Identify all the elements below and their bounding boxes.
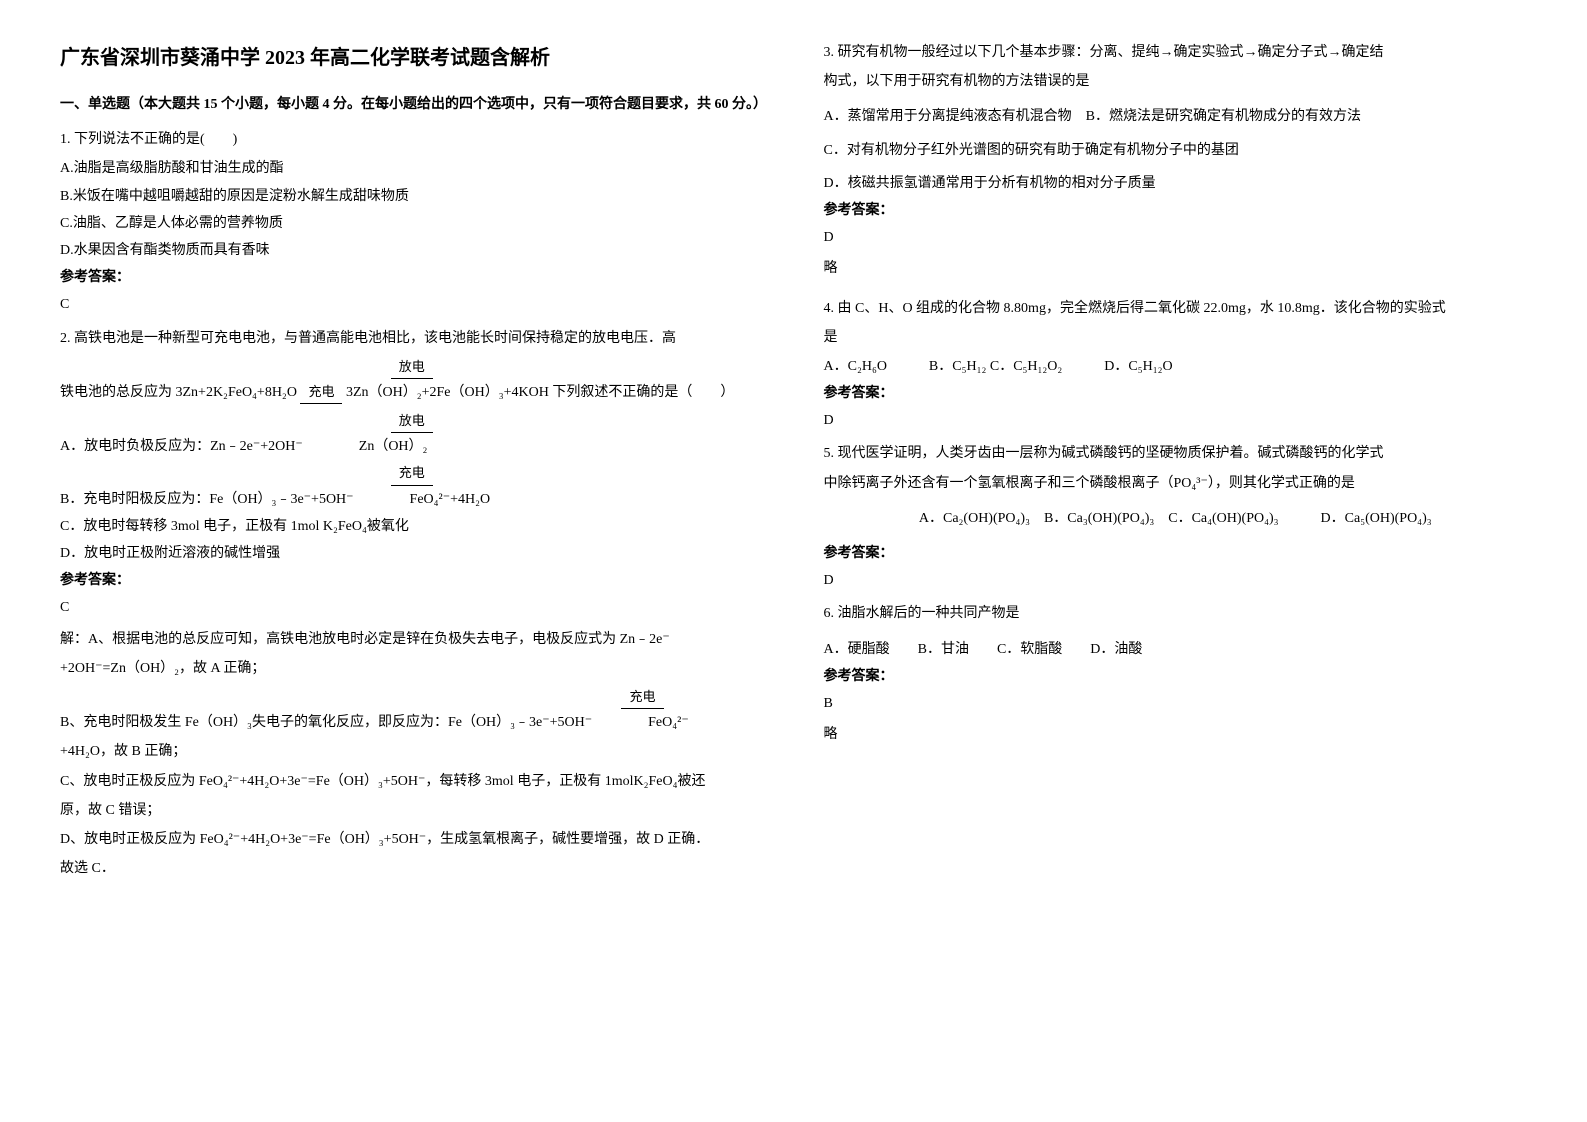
q4-answer-label: 参考答案： bbox=[824, 381, 1528, 406]
q1-option-b: B.米饭在嘴中越咀嚼越甜的原因是淀粉水解生成甜味物质 bbox=[60, 184, 764, 209]
q2-answer-label: 参考答案： bbox=[60, 568, 764, 593]
q1-option-d: D.水果因含有酯类物质而具有香味 bbox=[60, 238, 764, 263]
q1-stem: 1. 下列说法不正确的是( ) bbox=[60, 127, 764, 152]
q2-stem-b1: 铁电池的总反应为 3Zn+2K₂FeO₄+8H₂O bbox=[60, 385, 300, 400]
q6-answer-label: 参考答案： bbox=[824, 664, 1528, 689]
q4-stem1: 4. 由 C、H、O 组成的化合物 8.80mg，完全燃烧后得二氧化碳 22.0… bbox=[824, 296, 1528, 321]
q2-option-d: D．放电时正极附近溶液的碱性增强 bbox=[60, 541, 764, 566]
q2-anno-2: 放电 bbox=[60, 409, 764, 434]
q5-stem2: 中除钙离子外还含有一个氢氧根离子和三个磷酸根离子（PO₄³⁻），则其化学式正确的… bbox=[824, 471, 1528, 496]
q2-stem-b: 铁电池的总反应为 3Zn+2K₂FeO₄+8H₂O 充电 3Zn（OH）₂+2F… bbox=[60, 380, 764, 405]
q5-answer: D bbox=[824, 568, 1528, 593]
q2-exp7: 故选 C． bbox=[60, 856, 764, 881]
q6-note: 略 bbox=[824, 722, 1528, 747]
q2-exp4: C、放电时正极反应为 FeO₄²⁻+4H₂O+3e⁻=Fe（OH）₃+5OH⁻，… bbox=[60, 769, 764, 794]
q2-exp2: +2OH⁻=Zn（OH）₂，故 A 正确； bbox=[60, 656, 764, 681]
q5-stem1: 5. 现代医学证明，人类牙齿由一层称为碱式磷酸钙的坚硬物质保护着。碱式磷酸钙的化… bbox=[824, 441, 1528, 466]
q2-exp3b: +4H₂O，故 B 正确； bbox=[60, 739, 764, 764]
charge-label: 充电 bbox=[300, 380, 342, 404]
q2-exp3a: B、充电时阳极发生 Fe（OH）₃失电子的氧化反应，即反应为：Fe（OH）₃﹣3… bbox=[60, 710, 764, 735]
q2-anno-1: 放电 bbox=[60, 355, 764, 380]
q1-answer: C bbox=[60, 292, 764, 317]
question-3: 3. 研究有机物一般经过以下几个基本步骤：分离、提纯→确定实验式→确定分子式→确… bbox=[824, 40, 1528, 282]
charge-label-3: 充电 bbox=[621, 685, 663, 709]
question-6: 6. 油脂水解后的一种共同产物是 A．硬脂酸 B．甘油 C．软脂酸 D．油酸 参… bbox=[824, 601, 1528, 747]
q4-answer: D bbox=[824, 408, 1528, 433]
q5-answer-label: 参考答案： bbox=[824, 541, 1528, 566]
right-column: 3. 研究有机物一般经过以下几个基本步骤：分离、提纯→确定实验式→确定分子式→确… bbox=[824, 40, 1528, 1082]
q3-answer: D bbox=[824, 225, 1528, 250]
question-2: 2. 高铁电池是一种新型可充电电池，与普通高能电池相比，该电池能长时间保持稳定的… bbox=[60, 326, 764, 882]
q3-stem2: 构式，以下用于研究有机物的方法错误的是 bbox=[824, 69, 1528, 94]
q4-options: A．C₂H₆O B．C₅H₁₂ C．C₅H₁₂O₂ D．C₅H₁₂O bbox=[824, 354, 1528, 379]
discharge-label: 放电 bbox=[391, 355, 433, 379]
q2-exp5: 原，故 C 错误； bbox=[60, 798, 764, 823]
q3-option-d: D．核磁共振氢谱通常用于分析有机物的相对分子质量 bbox=[824, 171, 1528, 196]
q2-exp1: 解：A、根据电池的总反应可知，高铁电池放电时必定是锌在负极失去电子，电极反应式为… bbox=[60, 627, 764, 652]
q2-stem-b2: 3Zn（OH）₂+2Fe（OH）₃+4KOH 下列叙述不正确的是（ ） bbox=[346, 385, 734, 400]
q3-note: 略 bbox=[824, 256, 1528, 281]
q3-option-ab: A．蒸馏常用于分离提纯液态有机混合物 B．燃烧法是研究确定有机物成分的有效方法 bbox=[824, 104, 1528, 129]
q5-options: A．Ca₂(OH)(PO₄)₃ B．Ca₃(OH)(PO₄)₃ C．Ca₄(OH… bbox=[824, 506, 1528, 531]
left-column: 广东省深圳市葵涌中学 2023 年高二化学联考试题含解析 一、单选题（本大题共 … bbox=[60, 40, 764, 1082]
q6-options: A．硬脂酸 B．甘油 C．软脂酸 D．油酸 bbox=[824, 637, 1528, 662]
q6-stem: 6. 油脂水解后的一种共同产物是 bbox=[824, 601, 1528, 626]
q1-option-a: A.油脂是高级脂肪酸和甘油生成的酯 bbox=[60, 156, 764, 181]
q2-answer: C bbox=[60, 595, 764, 620]
q2-anno-3: 充电 bbox=[60, 461, 764, 486]
section-1-heading: 一、单选题（本大题共 15 个小题，每小题 4 分。在每小题给出的四个选项中，只… bbox=[60, 92, 764, 117]
discharge-label-2: 放电 bbox=[391, 409, 433, 433]
charge-label-2: 充电 bbox=[391, 461, 433, 485]
q2-option-a: A．放电时负极反应为：Zn﹣2e⁻+2OH⁻ Zn（OH）₂ bbox=[60, 434, 764, 459]
q3-stem1: 3. 研究有机物一般经过以下几个基本步骤：分离、提纯→确定实验式→确定分子式→确… bbox=[824, 40, 1528, 65]
q6-answer: B bbox=[824, 691, 1528, 716]
q2-stem-a: 2. 高铁电池是一种新型可充电电池，与普通高能电池相比，该电池能长时间保持稳定的… bbox=[60, 326, 764, 351]
q1-option-c: C.油脂、乙醇是人体必需的营养物质 bbox=[60, 211, 764, 236]
q2-option-c: C．放电时每转移 3mol 电子，正极有 1mol K₂FeO₄被氧化 bbox=[60, 514, 764, 539]
question-5: 5. 现代医学证明，人类牙齿由一层称为碱式磷酸钙的坚硬物质保护着。碱式磷酸钙的化… bbox=[824, 441, 1528, 593]
q2-exp6: D、放电时正极反应为 FeO₄²⁻+4H₂O+3e⁻=Fe（OH）₃+5OH⁻，… bbox=[60, 827, 764, 852]
question-1: 1. 下列说法不正确的是( ) A.油脂是高级脂肪酸和甘油生成的酯 B.米饭在嘴… bbox=[60, 127, 764, 317]
q4-stem2: 是 bbox=[824, 325, 1528, 350]
q1-answer-label: 参考答案： bbox=[60, 265, 764, 290]
q2-anno-4: 充电 bbox=[60, 685, 764, 710]
exam-title: 广东省深圳市葵涌中学 2023 年高二化学联考试题含解析 bbox=[60, 40, 764, 76]
question-4: 4. 由 C、H、O 组成的化合物 8.80mg，完全燃烧后得二氧化碳 22.0… bbox=[824, 296, 1528, 434]
q3-answer-label: 参考答案： bbox=[824, 198, 1528, 223]
q2-option-b: B．充电时阳极反应为：Fe（OH）₃﹣3e⁻+5OH⁻ FeO₄²⁻+4H₂O bbox=[60, 487, 764, 512]
q3-option-c: C．对有机物分子红外光谱图的研究有助于确定有机物分子中的基团 bbox=[824, 138, 1528, 163]
